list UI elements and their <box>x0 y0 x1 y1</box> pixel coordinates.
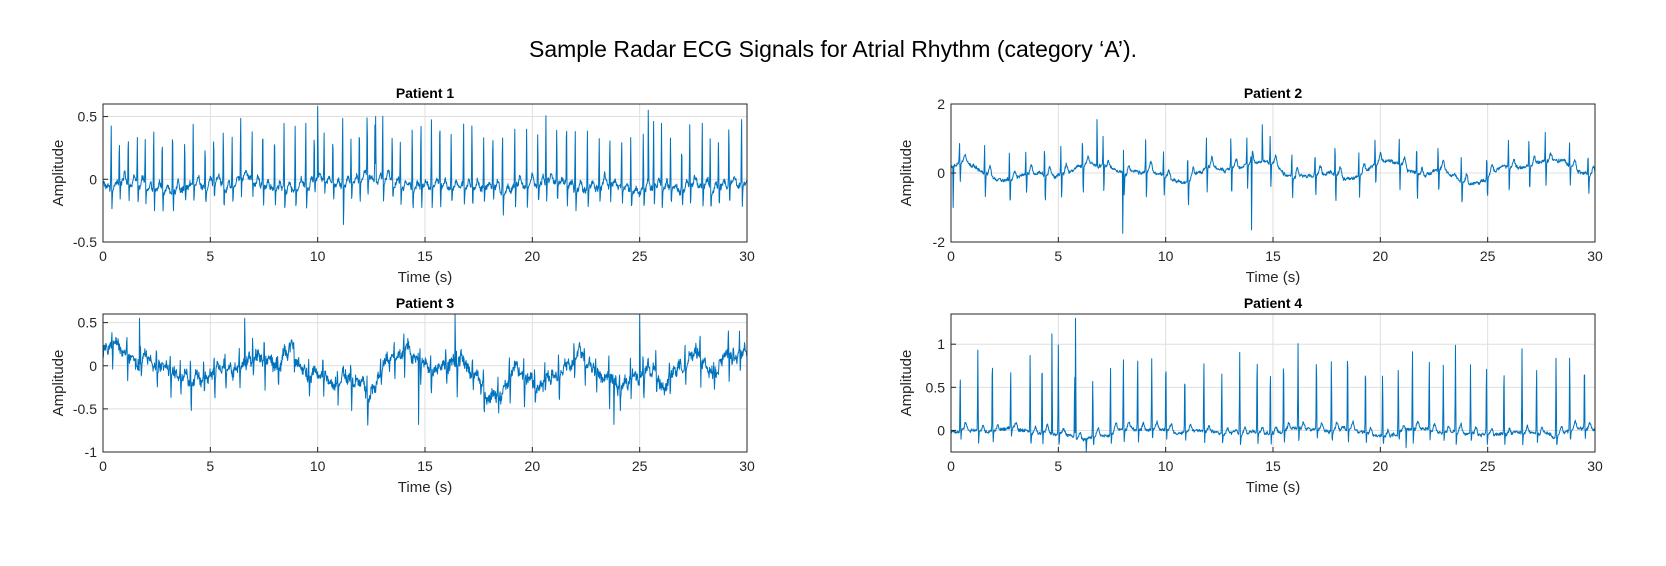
y-tick-label: 0 <box>937 165 945 181</box>
signal-line <box>950 119 1596 234</box>
x-tick-label: 20 <box>1373 458 1389 474</box>
x-tick-label: 5 <box>206 248 214 264</box>
signal-line <box>102 106 748 225</box>
x-tick-label: 10 <box>1158 248 1174 264</box>
x-tick-label: 20 <box>525 248 541 264</box>
x-tick-label: 10 <box>1158 458 1174 474</box>
subplot-title: Patient 3 <box>396 295 455 311</box>
x-tick-label: 0 <box>947 248 955 264</box>
subplot-title: Patient 4 <box>1244 295 1303 311</box>
x-tick-label: 5 <box>1054 248 1062 264</box>
x-tick-label: 0 <box>947 458 955 474</box>
x-tick-label: 5 <box>1054 458 1062 474</box>
y-tick-label: 2 <box>937 96 945 112</box>
subplot-3: 0 5 10 15 20 25 30 -1 -0.5 0 0.5 Patient 3 Time (s) A… <box>50 295 755 496</box>
x-tick-label: 15 <box>417 458 433 474</box>
y-tick-label: 0 <box>937 422 945 438</box>
y-tick-label: -2 <box>933 234 946 250</box>
x-tick-label: 15 <box>1265 458 1281 474</box>
y-tick-label: 0 <box>89 358 97 374</box>
y-axis-label: Amplitude <box>898 140 915 207</box>
x-tick-label: 25 <box>632 458 648 474</box>
y-axis-label: Amplitude <box>50 350 67 417</box>
y-tick-label: 0.5 <box>78 315 98 331</box>
x-tick-label: 25 <box>632 248 648 264</box>
x-tick-label: 30 <box>1587 458 1603 474</box>
y-tick-label: -1 <box>85 444 98 460</box>
x-tick-label: 0 <box>99 248 107 264</box>
x-tick-label: 10 <box>310 248 326 264</box>
figure-title: Sample Radar ECG Signals for Atrial Rhyt… <box>528 36 1138 62</box>
x-tick-label: 25 <box>1480 458 1496 474</box>
subplot-title: Patient 2 <box>1244 85 1303 101</box>
subplot-title: Patient 1 <box>396 85 455 101</box>
x-tick-label: 10 <box>310 458 326 474</box>
y-axis-label: Amplitude <box>50 140 67 207</box>
x-tick-label: 0 <box>99 458 107 474</box>
x-axis-label: Time (s) <box>1246 269 1300 286</box>
y-tick-label: -0.5 <box>73 234 97 250</box>
subplot-4: 0 5 10 15 20 25 30 0 0.5 1 Patient 4 Time (s) Amplit… <box>898 295 1603 496</box>
x-tick-label: 30 <box>739 248 755 264</box>
y-axis-label: Amplitude <box>898 350 915 417</box>
y-tick-label: 0.5 <box>78 109 98 125</box>
x-axis-label: Time (s) <box>398 269 452 286</box>
y-tick-label: 0.5 <box>926 379 946 395</box>
x-tick-label: 15 <box>417 248 433 264</box>
x-tick-label: 15 <box>1265 248 1281 264</box>
y-tick-label: 0 <box>89 171 97 187</box>
x-tick-label: 20 <box>525 458 541 474</box>
signal-line <box>950 317 1596 452</box>
x-tick-label: 25 <box>1480 248 1496 264</box>
x-tick-label: 20 <box>1373 248 1389 264</box>
y-tick-label: 1 <box>937 336 945 352</box>
x-tick-label: 30 <box>1587 248 1603 264</box>
x-tick-label: 5 <box>206 458 214 474</box>
y-tick-label: -0.5 <box>73 401 97 417</box>
x-axis-label: Time (s) <box>1246 479 1300 496</box>
x-axis-label: Time (s) <box>398 479 452 496</box>
x-tick-label: 30 <box>739 458 755 474</box>
